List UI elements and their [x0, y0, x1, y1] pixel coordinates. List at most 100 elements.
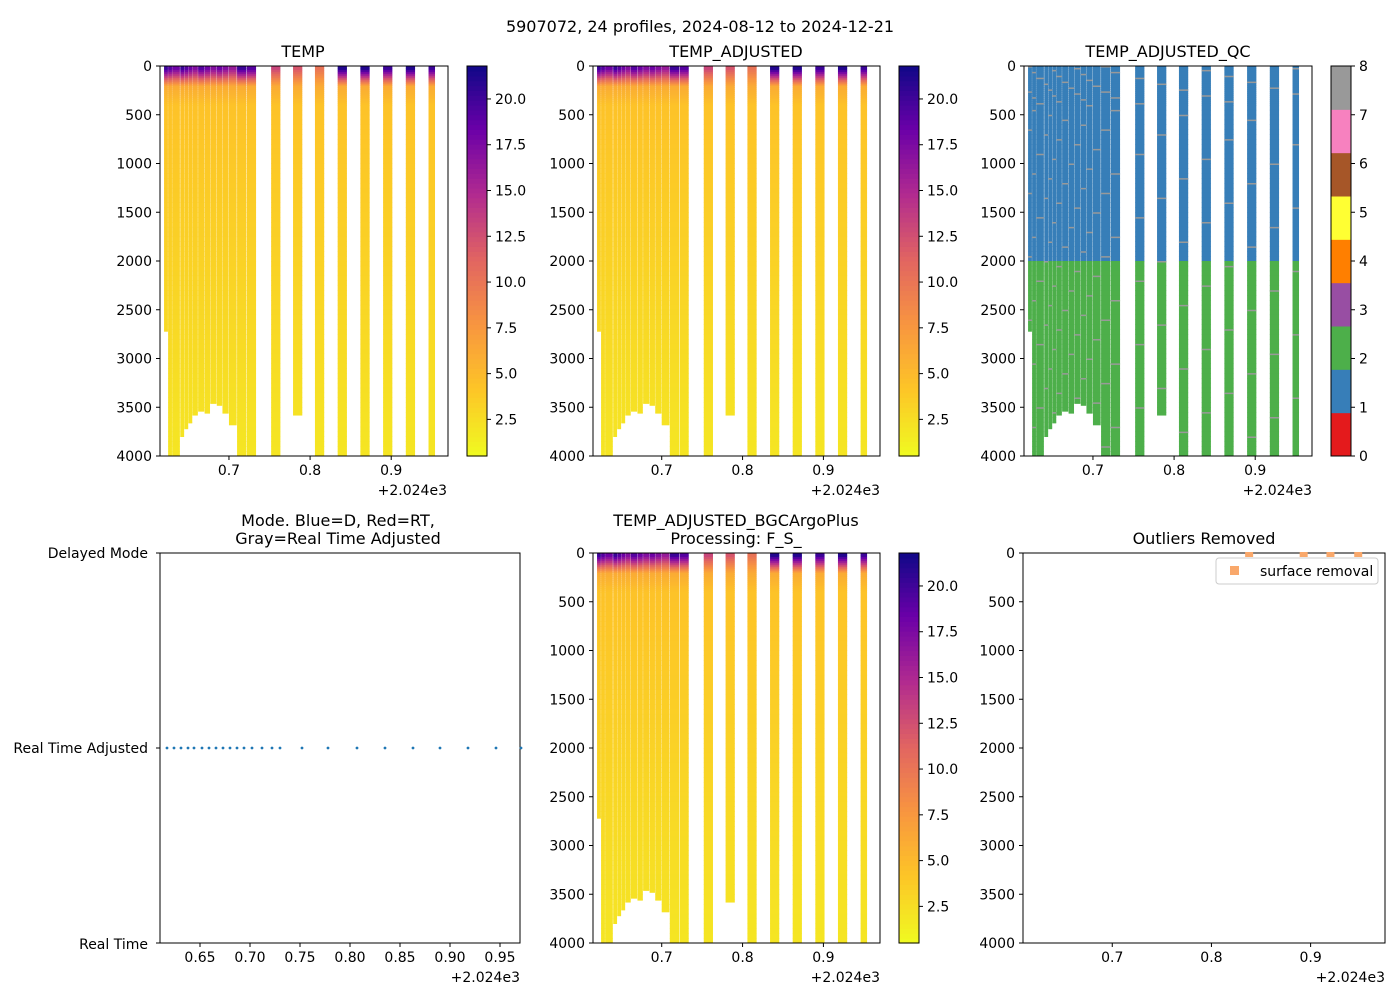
temp-adjusted-cell [860, 89, 868, 92]
temp-adjusted-cell [649, 124, 655, 130]
temp-adjusted-cell [621, 207, 626, 213]
temp-adjusted-cell [703, 304, 713, 311]
qc-cell [1048, 91, 1053, 94]
temp-cell [246, 75, 257, 79]
temp-cell [192, 300, 198, 306]
temp-cell [192, 197, 198, 203]
qc-qc8-cell [1056, 265, 1062, 268]
qc-cell [1048, 124, 1053, 130]
qc-cell [1032, 446, 1036, 452]
temp-cell [210, 300, 217, 306]
temp-adjusted-cell [655, 256, 662, 262]
temp-adjusted-colorbar-tick-label: 7.5 [927, 321, 949, 337]
temp-adjusted-cell [617, 329, 622, 335]
temp-cell [383, 91, 393, 94]
temp-cell [293, 71, 303, 75]
temp-adjusted-cell [617, 231, 622, 238]
qc-cell [1044, 87, 1049, 90]
temp-adjusted-cell [703, 119, 713, 125]
temp-adjusted-cell [770, 212, 780, 218]
temp-adjusted-cell [643, 280, 650, 286]
temp-adjusted-cell [597, 261, 601, 267]
temp-adjusted-cell [792, 339, 802, 345]
temp-adjusted-cell [605, 343, 613, 350]
temp-adjusted-profile [597, 66, 601, 332]
temp-adjusted-cell [669, 329, 680, 335]
temp-cell [383, 407, 393, 413]
temp-cell [172, 73, 180, 77]
temp-cell [164, 148, 168, 155]
temp-adjusted-cell [630, 261, 638, 267]
qc-cell [1052, 309, 1057, 316]
temp-adjusted-cell [630, 290, 638, 296]
temp-cell [204, 329, 211, 335]
temp-adjusted-cell [725, 75, 735, 79]
temp-adjusted-cell [613, 251, 618, 257]
temp-cell [383, 451, 393, 457]
temp-cell [216, 202, 223, 208]
qc-cell [1032, 75, 1036, 79]
temp-adjusted-cell [613, 309, 618, 316]
temp-adjusted-cell [637, 178, 643, 184]
temp-adjusted-cell [630, 212, 638, 218]
temp-cell [222, 91, 229, 94]
temp-adjusted-cell [679, 71, 689, 75]
temp-adjusted-cell [679, 67, 689, 71]
temp-cell [216, 187, 223, 194]
temp-cell [168, 99, 172, 102]
temp-cell [168, 451, 172, 457]
temp-cell [360, 148, 370, 155]
temp-cell [383, 431, 393, 437]
temp-adjusted-cell [617, 73, 622, 77]
temp-adjusted-cell [649, 314, 655, 320]
temp-adjusted-cell [770, 382, 780, 389]
temp-adjusted-cell [617, 280, 622, 286]
temp-cell [198, 314, 205, 320]
temp-cell [428, 91, 436, 94]
temp-adjusted-cell [617, 158, 622, 164]
temp-cell [314, 83, 325, 86]
temp-adjusted-cell [655, 363, 662, 369]
temp-adjusted-cell [649, 73, 655, 77]
temp-adjusted-cell [637, 412, 643, 414]
qc-qc8-cell [1044, 324, 1049, 326]
qc-cell [1052, 101, 1057, 104]
temp-adjusted-cell [617, 148, 622, 155]
temp-adjusted-cell [601, 382, 605, 389]
temp-cell [172, 304, 180, 311]
temp-adjusted-cell [725, 81, 735, 85]
temp-adjusted-cell [649, 202, 655, 208]
temp-cell [228, 280, 237, 286]
temp-cell [314, 309, 325, 316]
temp-adjusted-cell [605, 363, 613, 369]
temp-adjusted-cell [792, 101, 802, 104]
temp-cell [405, 87, 416, 90]
qc-cell [1044, 270, 1049, 277]
temp-cell [237, 66, 247, 69]
temp-adjusted-colorbar-cell [899, 309, 919, 316]
qc-cell [1048, 407, 1053, 413]
temp-adjusted-cell [601, 441, 605, 447]
temp-adjusted-cell [747, 66, 757, 69]
temp-cell [180, 343, 185, 350]
temp-adjusted-cell [637, 231, 643, 238]
qc-cell [1036, 431, 1044, 437]
temp-cell [164, 280, 168, 286]
temp-cell [184, 426, 189, 430]
qc-cell [1048, 69, 1053, 73]
temp-adjusted-cell [617, 368, 622, 374]
temp-adjusted-cell [792, 285, 802, 291]
temp-cell [164, 173, 168, 179]
temp-adjusted-cell [661, 119, 670, 125]
temp-cell [172, 69, 180, 73]
temp-adjusted-cell [649, 309, 655, 316]
temp-adjusted-cell [837, 382, 848, 389]
temp-cell [216, 73, 223, 77]
temp-cell [337, 144, 347, 150]
temp-cell [184, 97, 189, 100]
temp-adjusted-cell [617, 192, 622, 199]
temp-adjusted-cell [747, 85, 757, 88]
temp-cell [428, 382, 436, 389]
temp-cell [204, 93, 211, 96]
temp-colorbar-cell [467, 148, 487, 155]
